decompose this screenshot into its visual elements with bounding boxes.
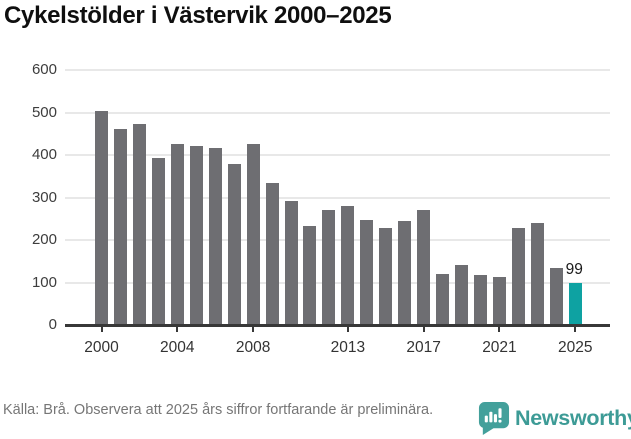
bar-2005 (189, 146, 203, 325)
newsworthy-chart-bubble-icon (478, 401, 510, 435)
gridline (65, 154, 610, 156)
x-axis-tick (574, 326, 577, 332)
bar-2017 (417, 209, 431, 325)
y-axis-tick-label: 0 (48, 316, 57, 333)
bar-2003 (151, 157, 165, 325)
bar-2000 (95, 111, 108, 325)
bar-2007 (227, 164, 241, 325)
bar-2013 (341, 205, 355, 325)
bar-2012 (322, 209, 336, 325)
gridline (65, 111, 610, 114)
bar-2006 (208, 148, 222, 325)
y-axis-tick-label: 200 (31, 231, 57, 248)
x-axis-tick-label: 2013 (330, 339, 366, 356)
x-axis-tick (422, 326, 425, 332)
x-axis-tick (346, 326, 349, 332)
y-axis-tick-label: 500 (31, 103, 57, 121)
bar-2016 (398, 220, 412, 325)
y-axis-tick-label: 400 (31, 146, 57, 163)
gridline (65, 69, 610, 71)
y-axis-tick-label: 300 (31, 188, 57, 206)
x-axis-tick (100, 326, 103, 332)
y-axis-tick-label: 100 (31, 273, 57, 291)
newsworthy-wordmark: Newsworthy (515, 405, 631, 430)
bar-2002 (132, 123, 146, 325)
bar-chart: 0 100 200 300 400 500 600 2000 2004 2008 2013 2017 2… (31, 61, 610, 356)
bar-2025 (568, 282, 582, 325)
x-axis-tick-label: 2000 (84, 339, 119, 356)
newsworthy-logo: Newsworthy (477, 399, 631, 437)
bar-2001 (113, 129, 127, 325)
x-axis-tick-label: 2017 (406, 339, 441, 356)
x-axis-tick-label: 2025 (558, 339, 593, 356)
bar-value-label: 99 (565, 260, 583, 278)
gridline (65, 239, 610, 241)
x-axis-tick (252, 326, 255, 332)
bar-2024 (549, 268, 563, 325)
x-axis-tick-label: 2004 (160, 339, 195, 356)
y-axis-tick-label: 600 (31, 61, 57, 78)
bar-2021 (492, 276, 506, 325)
bar-2019 (455, 264, 469, 325)
bar-2004 (170, 143, 184, 325)
x-axis-tick-label: 2008 (235, 339, 271, 356)
bar-2023 (530, 223, 544, 325)
bar-2018 (436, 274, 450, 325)
page-title: Cykelstölder i Västervik 2000–2025 (4, 2, 392, 29)
x-axis-tick (176, 326, 179, 332)
x-axis-tick-label: 2021 (482, 339, 517, 356)
x-axis-tick (498, 326, 501, 332)
bar-2020 (474, 274, 487, 325)
bar-2008 (246, 144, 260, 325)
bar-2010 (284, 201, 298, 325)
bar-2014 (360, 220, 374, 325)
gridline (65, 196, 610, 199)
bar-2009 (265, 183, 279, 325)
bar-2015 (379, 227, 393, 325)
bar-2022 (511, 227, 525, 325)
bar-2011 (303, 226, 317, 325)
source-note: Källa: Brå. Observera att 2025 års siffr… (3, 402, 434, 418)
gridline (65, 281, 610, 284)
x-axis-line (65, 324, 610, 327)
